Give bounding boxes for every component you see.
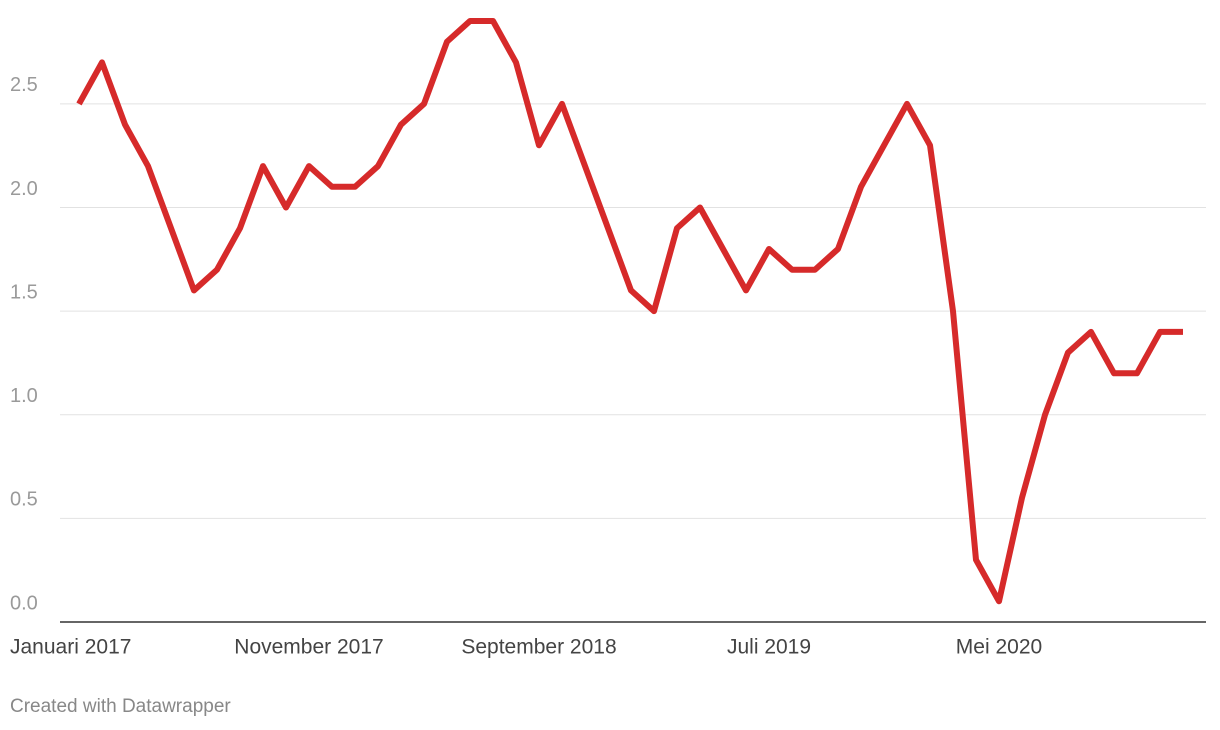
x-tick-label: November 2017 <box>234 636 383 659</box>
data-line <box>76 18 1183 605</box>
y-tick-label: 2.0 <box>10 178 38 200</box>
y-tick-label: 2.5 <box>10 74 38 96</box>
x-tick-label: Januari 2017 <box>10 636 131 659</box>
y-tick-label: 0.5 <box>10 489 38 511</box>
x-tick-label: Juli 2019 <box>727 636 811 659</box>
x-tick-label: September 2018 <box>461 636 616 659</box>
y-tick-label: 0.0 <box>10 592 38 614</box>
y-tick-label: 1.0 <box>10 385 38 407</box>
x-tick-label: Mei 2020 <box>956 636 1042 659</box>
y-tick-label: 1.5 <box>10 281 38 303</box>
footer: Created with Datawrapper <box>10 696 231 717</box>
